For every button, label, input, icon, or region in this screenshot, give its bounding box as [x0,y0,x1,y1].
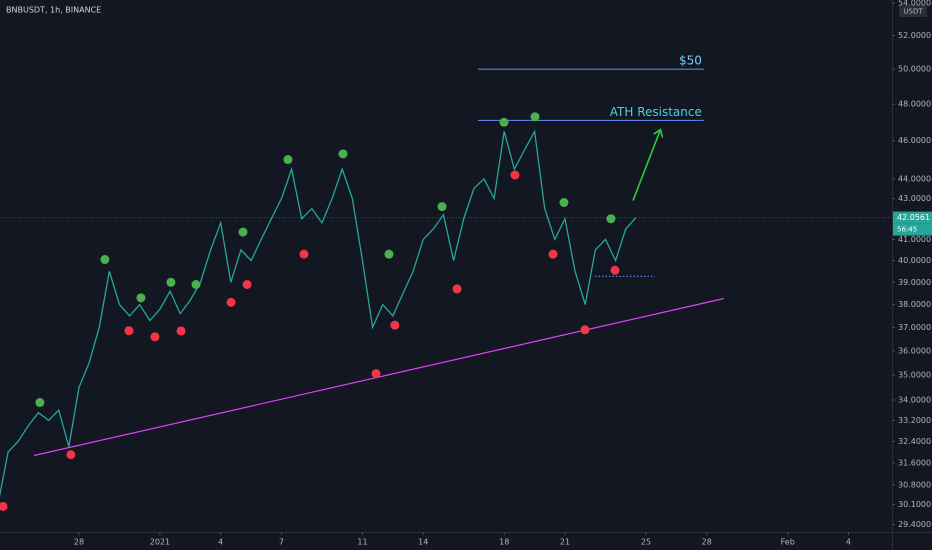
y-tick-label: 37.0000 [898,323,931,332]
x-tick-label: Feb [781,538,795,547]
last-price-label: 42.0561 [897,213,930,222]
y-tick-label: 41.0000 [898,235,931,244]
pivot-marker [390,320,400,330]
arrow [632,131,660,201]
y-tick-label: 29.4000 [898,520,931,529]
y-tick-label: 38.0000 [898,300,931,309]
y-tick-label: 48.0000 [898,100,931,109]
pivot-marker [606,214,616,224]
x-tick-label: 11 [357,538,367,547]
x-tick-label: 4 [846,538,851,547]
currency: USDT [903,8,923,16]
pivot-marker [124,326,134,336]
pivot-marker [299,249,309,259]
y-tick-label: 33.2000 [898,416,931,425]
y-tick-label: 34.0000 [898,395,931,404]
pivot-marker [238,227,248,237]
y-tick-label: 46.0000 [898,136,931,145]
price-line [0,129,637,498]
y-tick-label: 31.6000 [898,458,931,467]
pivot-marker [437,202,447,212]
pivot-marker [530,112,540,122]
countdown: 56:45 [897,226,917,234]
y-tick-label: 30.8000 [898,480,931,489]
pivot-marker [100,255,110,265]
pivot-marker [580,325,590,335]
x-tick-label: 14 [418,538,428,547]
pivot-marker [338,149,348,159]
x-tick-label: 21 [560,538,570,547]
x-tick-label: 4 [218,538,223,547]
pivot-marker [0,501,8,511]
pivot-marker [283,155,293,165]
pivot-marker [510,170,520,180]
x-tick-label: 7 [279,538,284,547]
pivot-marker [499,117,509,127]
y-tick-label: 39.0000 [898,278,931,287]
y-tick-label: 43.0000 [898,194,931,203]
symbol-title: BNBUSDT, 1h, BINANCE [6,6,101,15]
y-tick-label: 32.4000 [898,437,931,446]
line-label: $50 [679,54,702,68]
pivot-marker [150,332,160,342]
pivot-marker [452,284,462,294]
x-tick-label: 2021 [150,538,170,547]
pivot-marker [226,297,236,307]
x-tick-label: 4 [0,538,1,547]
pivot-marker [35,398,45,408]
x-tick-label: 25 [641,538,651,547]
pivot-marker [66,450,76,460]
pivot-marker [384,249,394,259]
pivot-marker [136,293,146,303]
y-tick-label: 36.0000 [898,346,931,355]
y-tick-label: 35.0000 [898,371,931,380]
x-tick-label: 28 [702,538,712,547]
pivot-marker [242,280,252,290]
pivot-marker [371,369,381,379]
pivot-marker [191,280,201,290]
y-tick-label: 40.0000 [898,256,931,265]
y-tick-label: 52.0000 [898,31,931,40]
x-tick-label: 28 [74,538,84,547]
pivot-marker [610,265,620,275]
pivot-marker [166,277,176,287]
pivot-marker [548,249,558,259]
y-tick-label: 54.0000 [898,0,931,8]
countdown-box [893,223,932,236]
x-tick-label: 18 [499,538,509,547]
pivot-marker [176,326,186,336]
y-tick-label: 50.0000 [898,65,931,74]
y-tick-label: 30.1000 [898,500,931,509]
currency-badge [899,5,927,17]
y-tick-label: 44.0000 [898,174,931,183]
pivot-marker [559,198,569,208]
last-price-box [893,211,932,224]
line-label: ATH Resistance [610,105,702,119]
